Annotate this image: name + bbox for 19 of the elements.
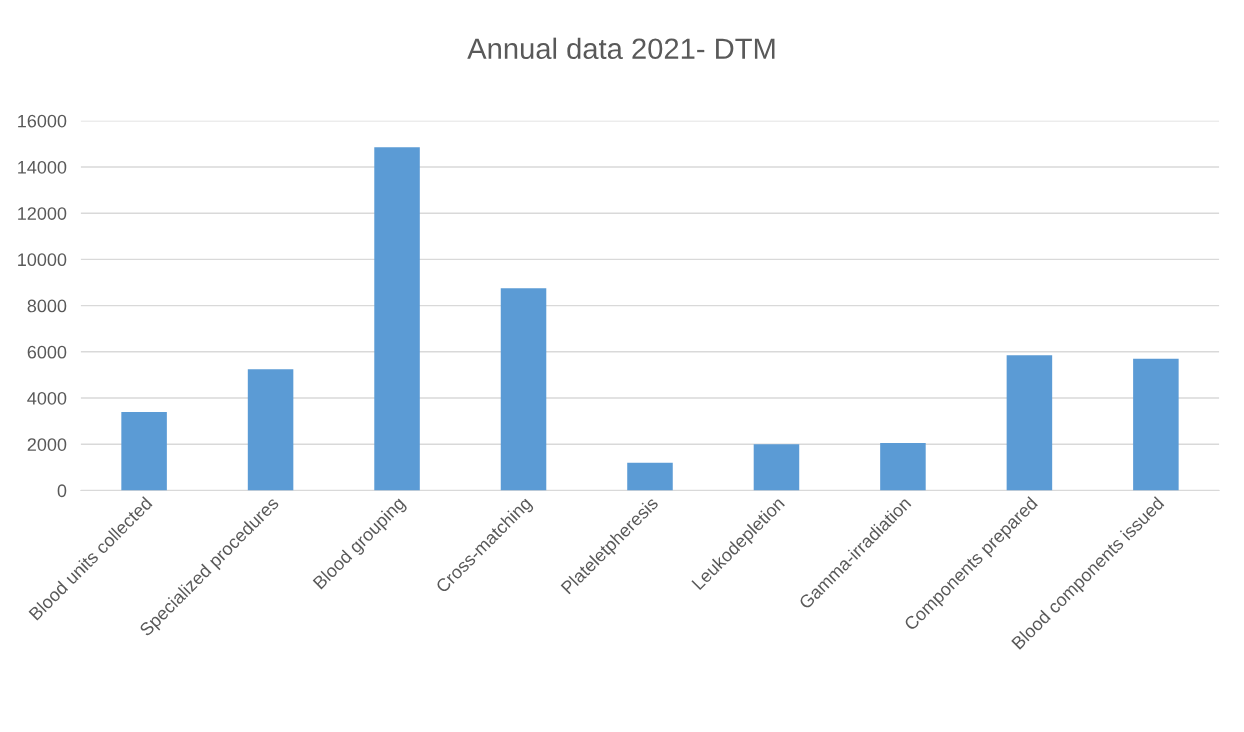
bar: [880, 443, 926, 491]
y-tick-label: 14000: [18, 160, 67, 174]
bar: [753, 444, 800, 491]
y-tick-label: 0: [57, 484, 67, 498]
bar: [1133, 358, 1179, 491]
y-tick-label: 8000: [27, 299, 67, 313]
y-tick-label: 12000: [18, 207, 67, 220]
chart-title: Annual data 2021- DTM: [467, 37, 775, 60]
bar: [247, 369, 294, 491]
y-tick-label: 16000: [18, 114, 67, 128]
bar: [121, 411, 167, 491]
bar: [374, 147, 420, 491]
bar: [500, 288, 547, 491]
bar: [627, 462, 673, 491]
y-tick-label: 4000: [27, 391, 67, 405]
y-tick-label: 10000: [18, 253, 67, 267]
y-tick-label: 2000: [27, 438, 67, 451]
y-tick-label: 6000: [27, 345, 67, 359]
bar: [1006, 355, 1053, 491]
